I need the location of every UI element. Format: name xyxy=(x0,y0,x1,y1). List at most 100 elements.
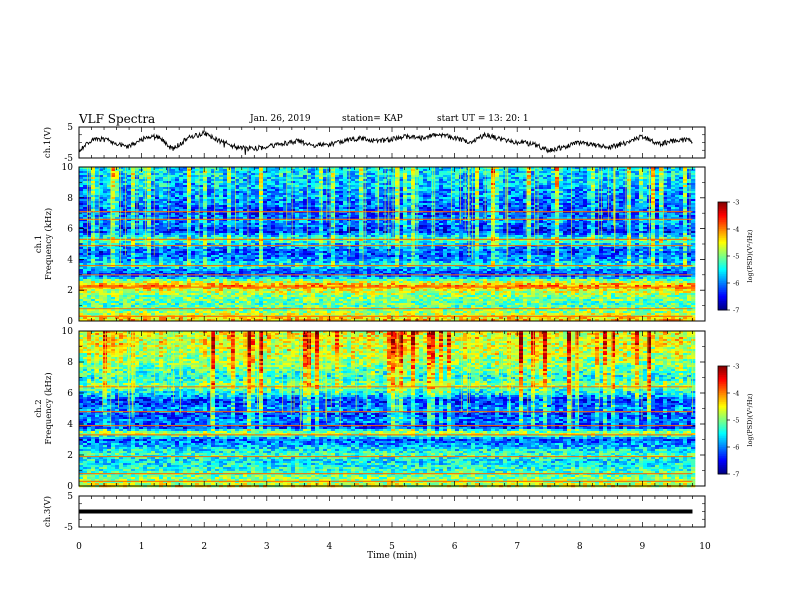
spectrogram-cell xyxy=(127,229,132,232)
spectrogram-cell xyxy=(471,227,476,230)
spectrogram-cell xyxy=(451,221,456,224)
spectrogram-cell xyxy=(183,183,188,186)
spectrogram-cell xyxy=(335,171,340,174)
spectrogram-cell xyxy=(83,191,88,194)
spectrogram-cell xyxy=(271,197,276,200)
spectrogram-cell xyxy=(251,201,256,204)
spectrogram-cell xyxy=(563,177,568,180)
spectrogram-cell xyxy=(155,181,160,184)
spectrogram-cell xyxy=(611,219,616,222)
spectrogram-cell xyxy=(495,209,500,212)
spectrogram-cell xyxy=(287,189,292,192)
spectrogram-cell xyxy=(171,167,176,170)
spectrogram-cell xyxy=(99,217,104,220)
spectrogram-cell xyxy=(515,183,520,186)
spectrogram-cell xyxy=(175,229,180,232)
spectrogram-cell xyxy=(659,181,664,184)
spectrogram-cell xyxy=(475,229,480,232)
spectrogram-cell xyxy=(311,175,316,178)
spectrogram-cell xyxy=(563,223,568,226)
spectrogram-cell xyxy=(407,221,412,224)
spectrogram-cell xyxy=(671,189,676,192)
spectrogram-cell xyxy=(95,193,100,196)
spectrogram-cell xyxy=(623,181,628,184)
spectrogram-cell xyxy=(351,195,356,198)
spectrogram-cell xyxy=(127,201,132,204)
spectrogram-cell xyxy=(175,223,180,226)
spectrogram-cell xyxy=(667,177,672,180)
spectrogram-cell xyxy=(103,193,108,196)
spectrogram-cell xyxy=(591,205,596,208)
spectrogram-cell xyxy=(683,195,688,198)
spectrogram-cell xyxy=(147,227,152,230)
spectrogram-cell xyxy=(319,179,324,182)
spectrogram-cell xyxy=(299,169,304,172)
spectrogram-cell xyxy=(419,215,424,218)
spectrogram-cell xyxy=(487,189,492,192)
spectrogram-cell xyxy=(599,167,604,170)
spectrogram-cell xyxy=(255,195,260,198)
spectrogram-cell xyxy=(143,195,148,198)
spectrogram-cell xyxy=(607,205,612,208)
spectrogram-cell xyxy=(523,215,528,218)
spectrogram-cell xyxy=(675,179,680,182)
spectrogram-cell xyxy=(587,199,592,202)
spectrogram-cell xyxy=(343,199,348,202)
spectrogram-cell xyxy=(119,175,124,178)
spectrogram-cell xyxy=(515,181,520,184)
spectrogram-cell xyxy=(151,171,156,174)
spectrogram-cell xyxy=(227,201,232,204)
spectrogram-cell xyxy=(455,183,460,186)
spectrogram-cell xyxy=(171,177,176,180)
spectrogram-cell xyxy=(671,185,676,188)
spectrogram-cell xyxy=(231,229,236,232)
spectrogram-cell xyxy=(327,193,332,196)
spectrogram-cell xyxy=(659,221,664,224)
spectrogram-cell xyxy=(375,213,380,216)
spectrogram-cell xyxy=(143,193,148,196)
spectrogram-cell xyxy=(379,193,384,196)
spectrogram-cell xyxy=(331,227,336,230)
spectrogram-cell xyxy=(95,221,100,224)
spectrogram-cell xyxy=(95,223,100,226)
spectrogram-cell xyxy=(435,221,440,224)
spectrogram-cell xyxy=(443,209,448,212)
spectrogram-cell xyxy=(299,195,304,198)
spectrogram-cell xyxy=(175,227,180,230)
spectrogram-cell xyxy=(451,189,456,192)
spectrogram-cell xyxy=(475,175,480,178)
spectrogram-cell xyxy=(219,175,224,178)
spectrogram-cell xyxy=(683,213,688,216)
spectrogram-cell xyxy=(587,195,592,198)
spectrogram-cell xyxy=(443,227,448,230)
spectrogram-cell xyxy=(479,173,484,176)
spectrogram-cell xyxy=(323,199,328,202)
spectrogram-cell xyxy=(211,219,216,222)
spectrogram-cell xyxy=(575,217,580,220)
spectrogram-cell xyxy=(287,227,292,230)
spectrogram-cell xyxy=(487,217,492,220)
spectrogram-cell xyxy=(159,207,164,210)
spectrogram-cell xyxy=(119,193,124,196)
spectrogram-cell xyxy=(631,227,636,230)
spectrogram-cell xyxy=(435,203,440,206)
spectrogram-cell xyxy=(179,225,184,228)
spectrogram-cell xyxy=(343,221,348,224)
spectrogram-cell xyxy=(303,217,308,220)
spectrogram-cell xyxy=(367,167,372,170)
spectrogram-cell xyxy=(371,229,376,232)
spectrogram-cell xyxy=(83,221,88,224)
spectrogram-cell xyxy=(243,187,248,190)
spectrogram-cell xyxy=(443,219,448,222)
spectrogram-cell xyxy=(471,201,476,204)
spectrogram-cell xyxy=(447,219,452,222)
spectrogram-cell xyxy=(527,193,532,196)
spectrogram-cell xyxy=(479,203,484,206)
spectrogram-cell xyxy=(299,229,304,232)
spectrogram-cell xyxy=(395,219,400,222)
spectrogram-cell xyxy=(219,219,224,222)
spectrogram-cell xyxy=(79,183,84,186)
spectrogram-cell xyxy=(479,193,484,196)
spectrogram-cell xyxy=(655,167,660,170)
spectrogram-cell xyxy=(119,223,124,226)
